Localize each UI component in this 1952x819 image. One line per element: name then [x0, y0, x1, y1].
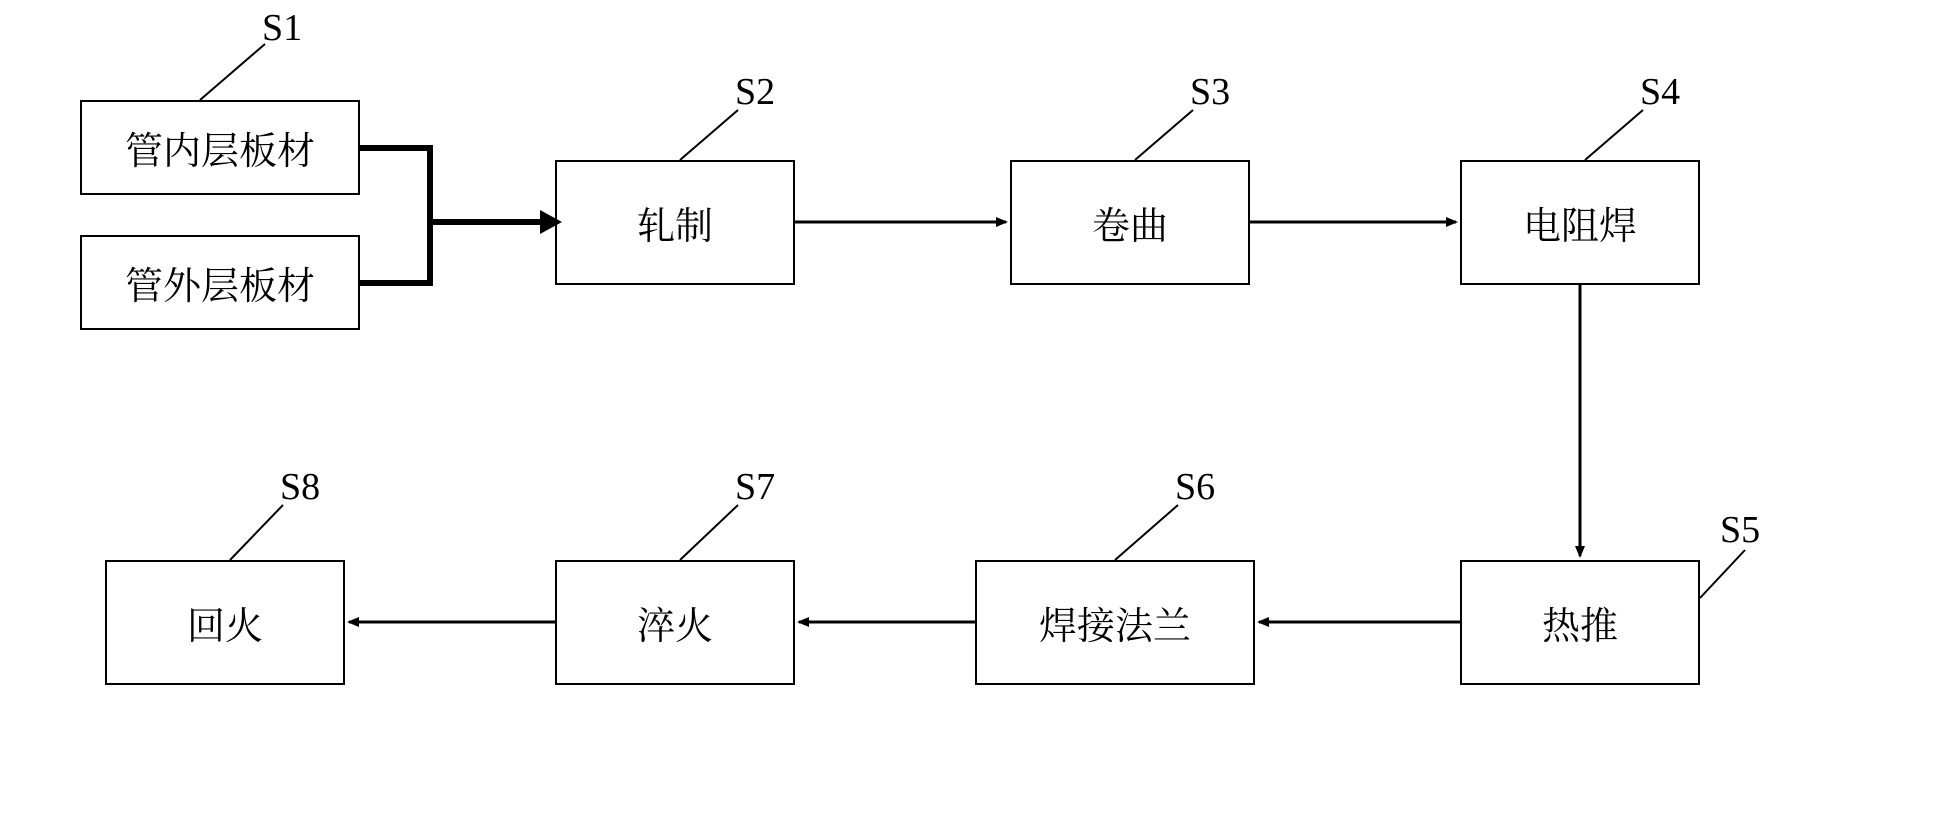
callout-line-s1: [200, 44, 265, 100]
callout-s2: S2: [735, 70, 775, 114]
flowchart-canvas: 管内层板材 管外层板材 轧制 卷曲 电阻焊 热推 焊接法兰 淬火 回火 S1 S…: [0, 0, 1952, 819]
callout-s8: S8: [280, 465, 320, 509]
node-s6-text: 焊接法兰: [1039, 595, 1191, 650]
callout-line-s8: [230, 505, 283, 560]
node-s2: 轧制: [555, 160, 795, 285]
callout-line-s3: [1135, 110, 1193, 160]
node-s4: 电阻焊: [1460, 160, 1700, 285]
node-s7: 淬火: [555, 560, 795, 685]
callout-line-s6: [1115, 505, 1178, 560]
node-s8-text: 回火: [187, 595, 263, 650]
node-s2-text: 轧制: [637, 195, 713, 250]
node-s3: 卷曲: [1010, 160, 1250, 285]
node-s4-text: 电阻焊: [1523, 195, 1637, 250]
node-s1a-text: 管内层板材: [125, 120, 315, 175]
callout-line-s2: [680, 110, 738, 160]
node-s1b: 管外层板材: [80, 235, 360, 330]
callout-line-s4: [1585, 110, 1643, 160]
node-s3-text: 卷曲: [1092, 195, 1168, 250]
callout-s3: S3: [1190, 70, 1230, 114]
node-s8: 回火: [105, 560, 345, 685]
node-s1a: 管内层板材: [80, 100, 360, 195]
callout-line-s5: [1700, 550, 1745, 598]
node-s1b-text: 管外层板材: [125, 255, 315, 310]
callout-line-s7: [680, 505, 738, 560]
node-s7-text: 淬火: [637, 595, 713, 650]
callout-s5: S5: [1720, 508, 1760, 552]
node-s5: 热推: [1460, 560, 1700, 685]
node-s5-text: 热推: [1542, 595, 1618, 650]
merge-arrow: [360, 148, 562, 283]
callout-s1: S1: [262, 6, 302, 50]
callout-s6: S6: [1175, 465, 1215, 509]
callout-s7: S7: [735, 465, 775, 509]
callout-s4: S4: [1640, 70, 1680, 114]
node-s6: 焊接法兰: [975, 560, 1255, 685]
